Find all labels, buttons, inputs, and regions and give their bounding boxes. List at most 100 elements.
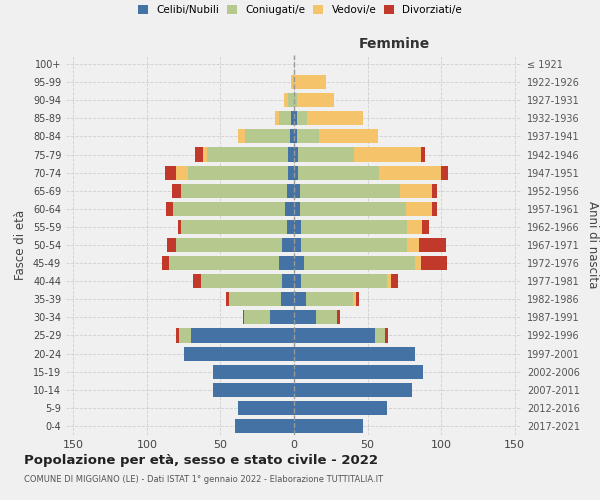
Bar [181,184,287,198]
Bar [282,274,294,288]
Bar [391,274,398,288]
Bar [379,166,441,179]
Bar [213,364,294,378]
Bar [166,202,173,216]
Bar [337,310,340,324]
Bar [164,166,176,179]
Bar [300,202,406,216]
Bar [294,328,375,342]
Bar [294,346,415,360]
Bar [161,256,169,270]
Bar [304,256,415,270]
Bar [297,130,319,143]
Bar [422,220,430,234]
Bar [301,274,386,288]
Bar [167,238,176,252]
Bar [294,238,301,252]
Bar [301,220,407,234]
Bar [294,75,326,89]
Bar [407,220,422,234]
Bar [421,256,447,270]
Bar [419,238,446,252]
Y-axis label: Fasce di età: Fasce di età [14,210,27,280]
Bar [294,419,363,433]
Bar [294,401,386,415]
Bar [196,148,203,162]
Bar [173,202,285,216]
Bar [284,93,288,108]
Bar [203,148,207,162]
Bar [288,166,294,179]
Bar [294,310,316,324]
Bar [285,202,294,216]
Bar [294,112,297,126]
Bar [306,292,353,306]
Bar [294,148,298,162]
Bar [298,166,379,179]
Bar [229,292,281,306]
Bar [291,112,294,126]
Bar [406,202,432,216]
Bar [271,310,294,324]
Bar [290,130,294,143]
Bar [316,310,337,324]
Bar [400,184,432,198]
Bar [294,93,297,108]
Y-axis label: Anni di nascita: Anni di nascita [586,202,599,288]
Bar [294,166,298,179]
Bar [432,184,437,198]
Bar [353,292,356,306]
Bar [176,166,188,179]
Bar [176,328,179,342]
Bar [319,130,378,143]
Bar [294,130,297,143]
Bar [202,274,282,288]
Bar [294,292,306,306]
Bar [297,112,307,126]
Bar [297,93,334,108]
Bar [238,130,245,143]
Bar [287,184,294,198]
Bar [294,220,301,234]
Bar [291,75,293,89]
Bar [207,148,288,162]
Bar [178,220,181,234]
Bar [235,419,294,433]
Bar [169,256,279,270]
Bar [385,328,388,342]
Bar [415,256,421,270]
Bar [287,220,294,234]
Bar [244,310,271,324]
Bar [282,238,294,252]
Bar [300,184,400,198]
Bar [441,166,448,179]
Bar [307,112,363,126]
Bar [432,202,437,216]
Text: COMUNE DI MIGGIANO (LE) - Dati ISTAT 1° gennaio 2022 - Elaborazione TUTTITALIA.I: COMUNE DI MIGGIANO (LE) - Dati ISTAT 1° … [24,475,383,484]
Bar [288,148,294,162]
Bar [407,238,419,252]
Bar [184,346,294,360]
Bar [421,148,425,162]
Bar [181,220,287,234]
Bar [281,292,294,306]
Bar [172,184,181,198]
Bar [176,238,282,252]
Bar [294,364,424,378]
Text: Femmine: Femmine [359,37,430,51]
Bar [245,130,290,143]
Bar [355,148,421,162]
Bar [294,184,300,198]
Bar [193,274,202,288]
Bar [301,238,407,252]
Bar [294,274,301,288]
Bar [191,328,294,342]
Bar [275,112,279,126]
Bar [279,112,291,126]
Bar [294,382,412,397]
Bar [375,328,385,342]
Bar [179,328,191,342]
Bar [279,256,294,270]
Bar [298,148,355,162]
Bar [386,274,391,288]
